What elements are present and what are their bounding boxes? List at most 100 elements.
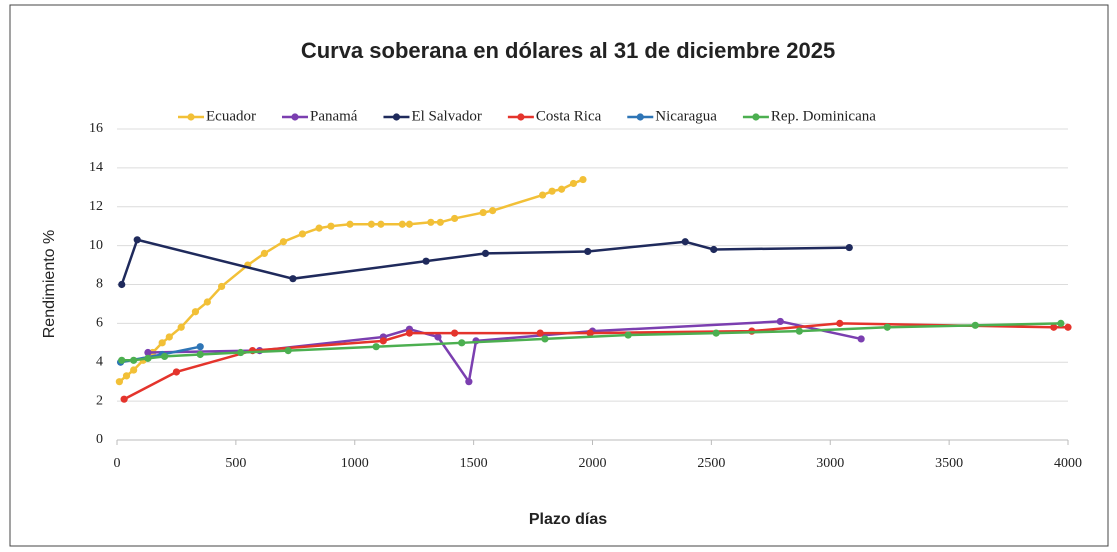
- data-point: [795, 327, 803, 335]
- data-point: [133, 236, 141, 244]
- data-point: [451, 329, 459, 337]
- series-line: [147, 320, 862, 385]
- data-point: [120, 395, 128, 403]
- data-point: [377, 220, 385, 228]
- legend-marker: [517, 113, 525, 121]
- data-point: [237, 348, 245, 357]
- data-point: [586, 329, 594, 337]
- y-axis-label: Rendimiento %: [41, 230, 58, 339]
- data-point: [144, 348, 152, 357]
- data-point: [479, 208, 487, 217]
- data-point: [427, 218, 435, 226]
- legend-label: Nicaragua: [655, 108, 717, 124]
- data-point: [489, 207, 497, 215]
- data-point: [481, 249, 490, 257]
- data-point: [203, 298, 211, 306]
- data-point: [883, 323, 891, 331]
- data-point: [548, 187, 556, 195]
- data-point: [1057, 319, 1065, 327]
- data-point: [579, 175, 587, 184]
- data-point: [379, 337, 387, 345]
- data-point: [436, 218, 444, 226]
- data-point: [1050, 323, 1058, 331]
- data-point: [405, 329, 414, 337]
- data-point: [144, 354, 152, 362]
- x-tick-label: 3500: [935, 456, 963, 471]
- data-point: [315, 224, 323, 232]
- data-point: [1064, 323, 1072, 331]
- data-point: [191, 308, 200, 316]
- data-point: [115, 378, 123, 386]
- data-point: [405, 220, 414, 228]
- y-tick-label: 4: [96, 354, 103, 369]
- data-point: [165, 333, 173, 341]
- data-point: [422, 257, 430, 265]
- legend-item: Rep. Dominicana: [742, 108, 876, 124]
- legend-item: Panamá: [281, 108, 358, 124]
- x-tick-label: 4000: [1054, 456, 1082, 471]
- y-tick-label: 8: [96, 277, 103, 292]
- data-point: [372, 343, 380, 351]
- legend-label: El Salvador: [411, 108, 481, 124]
- data-point: [122, 372, 131, 380]
- data-point: [465, 378, 473, 386]
- data-point: [451, 214, 459, 223]
- data-point: [538, 191, 547, 199]
- chart-frame: [9, 4, 1109, 547]
- data-point: [158, 339, 166, 347]
- data-point: [458, 339, 466, 347]
- y-tick-label: 12: [89, 199, 103, 214]
- x-axis-label: Plazo días: [529, 511, 607, 528]
- data-point: [536, 329, 544, 337]
- x-tick-label: 0: [114, 456, 121, 471]
- x-tick-label: 3000: [816, 456, 844, 471]
- data-point: [196, 350, 204, 359]
- legend-item: Ecuador: [178, 108, 256, 124]
- data-point: [434, 333, 442, 341]
- x-tick-label: 1500: [460, 456, 488, 471]
- legend-marker: [636, 113, 644, 121]
- x-tick-label: 500: [225, 456, 246, 471]
- y-tick-label: 10: [89, 238, 103, 253]
- data-point: [118, 280, 126, 289]
- y-tick-label: 2: [96, 393, 103, 408]
- data-point: [584, 247, 592, 256]
- legend-marker: [392, 113, 401, 121]
- data-point: [160, 352, 169, 361]
- legend-marker: [291, 113, 299, 121]
- data-point: [710, 245, 718, 254]
- chart-title: Curva soberana en dólares al 31 de dicie…: [301, 38, 835, 63]
- legend-marker: [187, 113, 195, 121]
- data-point: [845, 243, 853, 252]
- data-point: [712, 329, 720, 337]
- data-point: [118, 356, 126, 364]
- data-point: [284, 346, 292, 355]
- data-point: [367, 220, 375, 228]
- data-point: [279, 238, 288, 246]
- legend-item: Costa Rica: [507, 108, 602, 124]
- legend-label: Costa Rica: [536, 108, 602, 124]
- legend-item: Nicaragua: [627, 108, 717, 124]
- data-point: [298, 230, 307, 238]
- data-point: [836, 319, 844, 327]
- y-tick-label: 16: [89, 121, 103, 136]
- y-tick-label: 0: [96, 432, 103, 447]
- data-point: [569, 179, 578, 188]
- data-point: [971, 321, 979, 329]
- data-point: [196, 343, 204, 351]
- data-point: [327, 222, 335, 230]
- x-tick-label: 2500: [697, 456, 725, 471]
- legend-item: El Salvador: [383, 108, 482, 124]
- data-point: [398, 220, 406, 228]
- data-point: [130, 356, 138, 364]
- data-point: [541, 335, 549, 343]
- data-point: [776, 317, 784, 326]
- data-point: [624, 331, 632, 339]
- legend-label: Ecuador: [206, 108, 256, 124]
- legend-label: Panamá: [310, 108, 358, 124]
- data-point: [172, 368, 181, 376]
- data-point: [857, 335, 865, 343]
- legend-marker: [752, 113, 760, 121]
- legend-label: Rep. Dominicana: [771, 108, 876, 124]
